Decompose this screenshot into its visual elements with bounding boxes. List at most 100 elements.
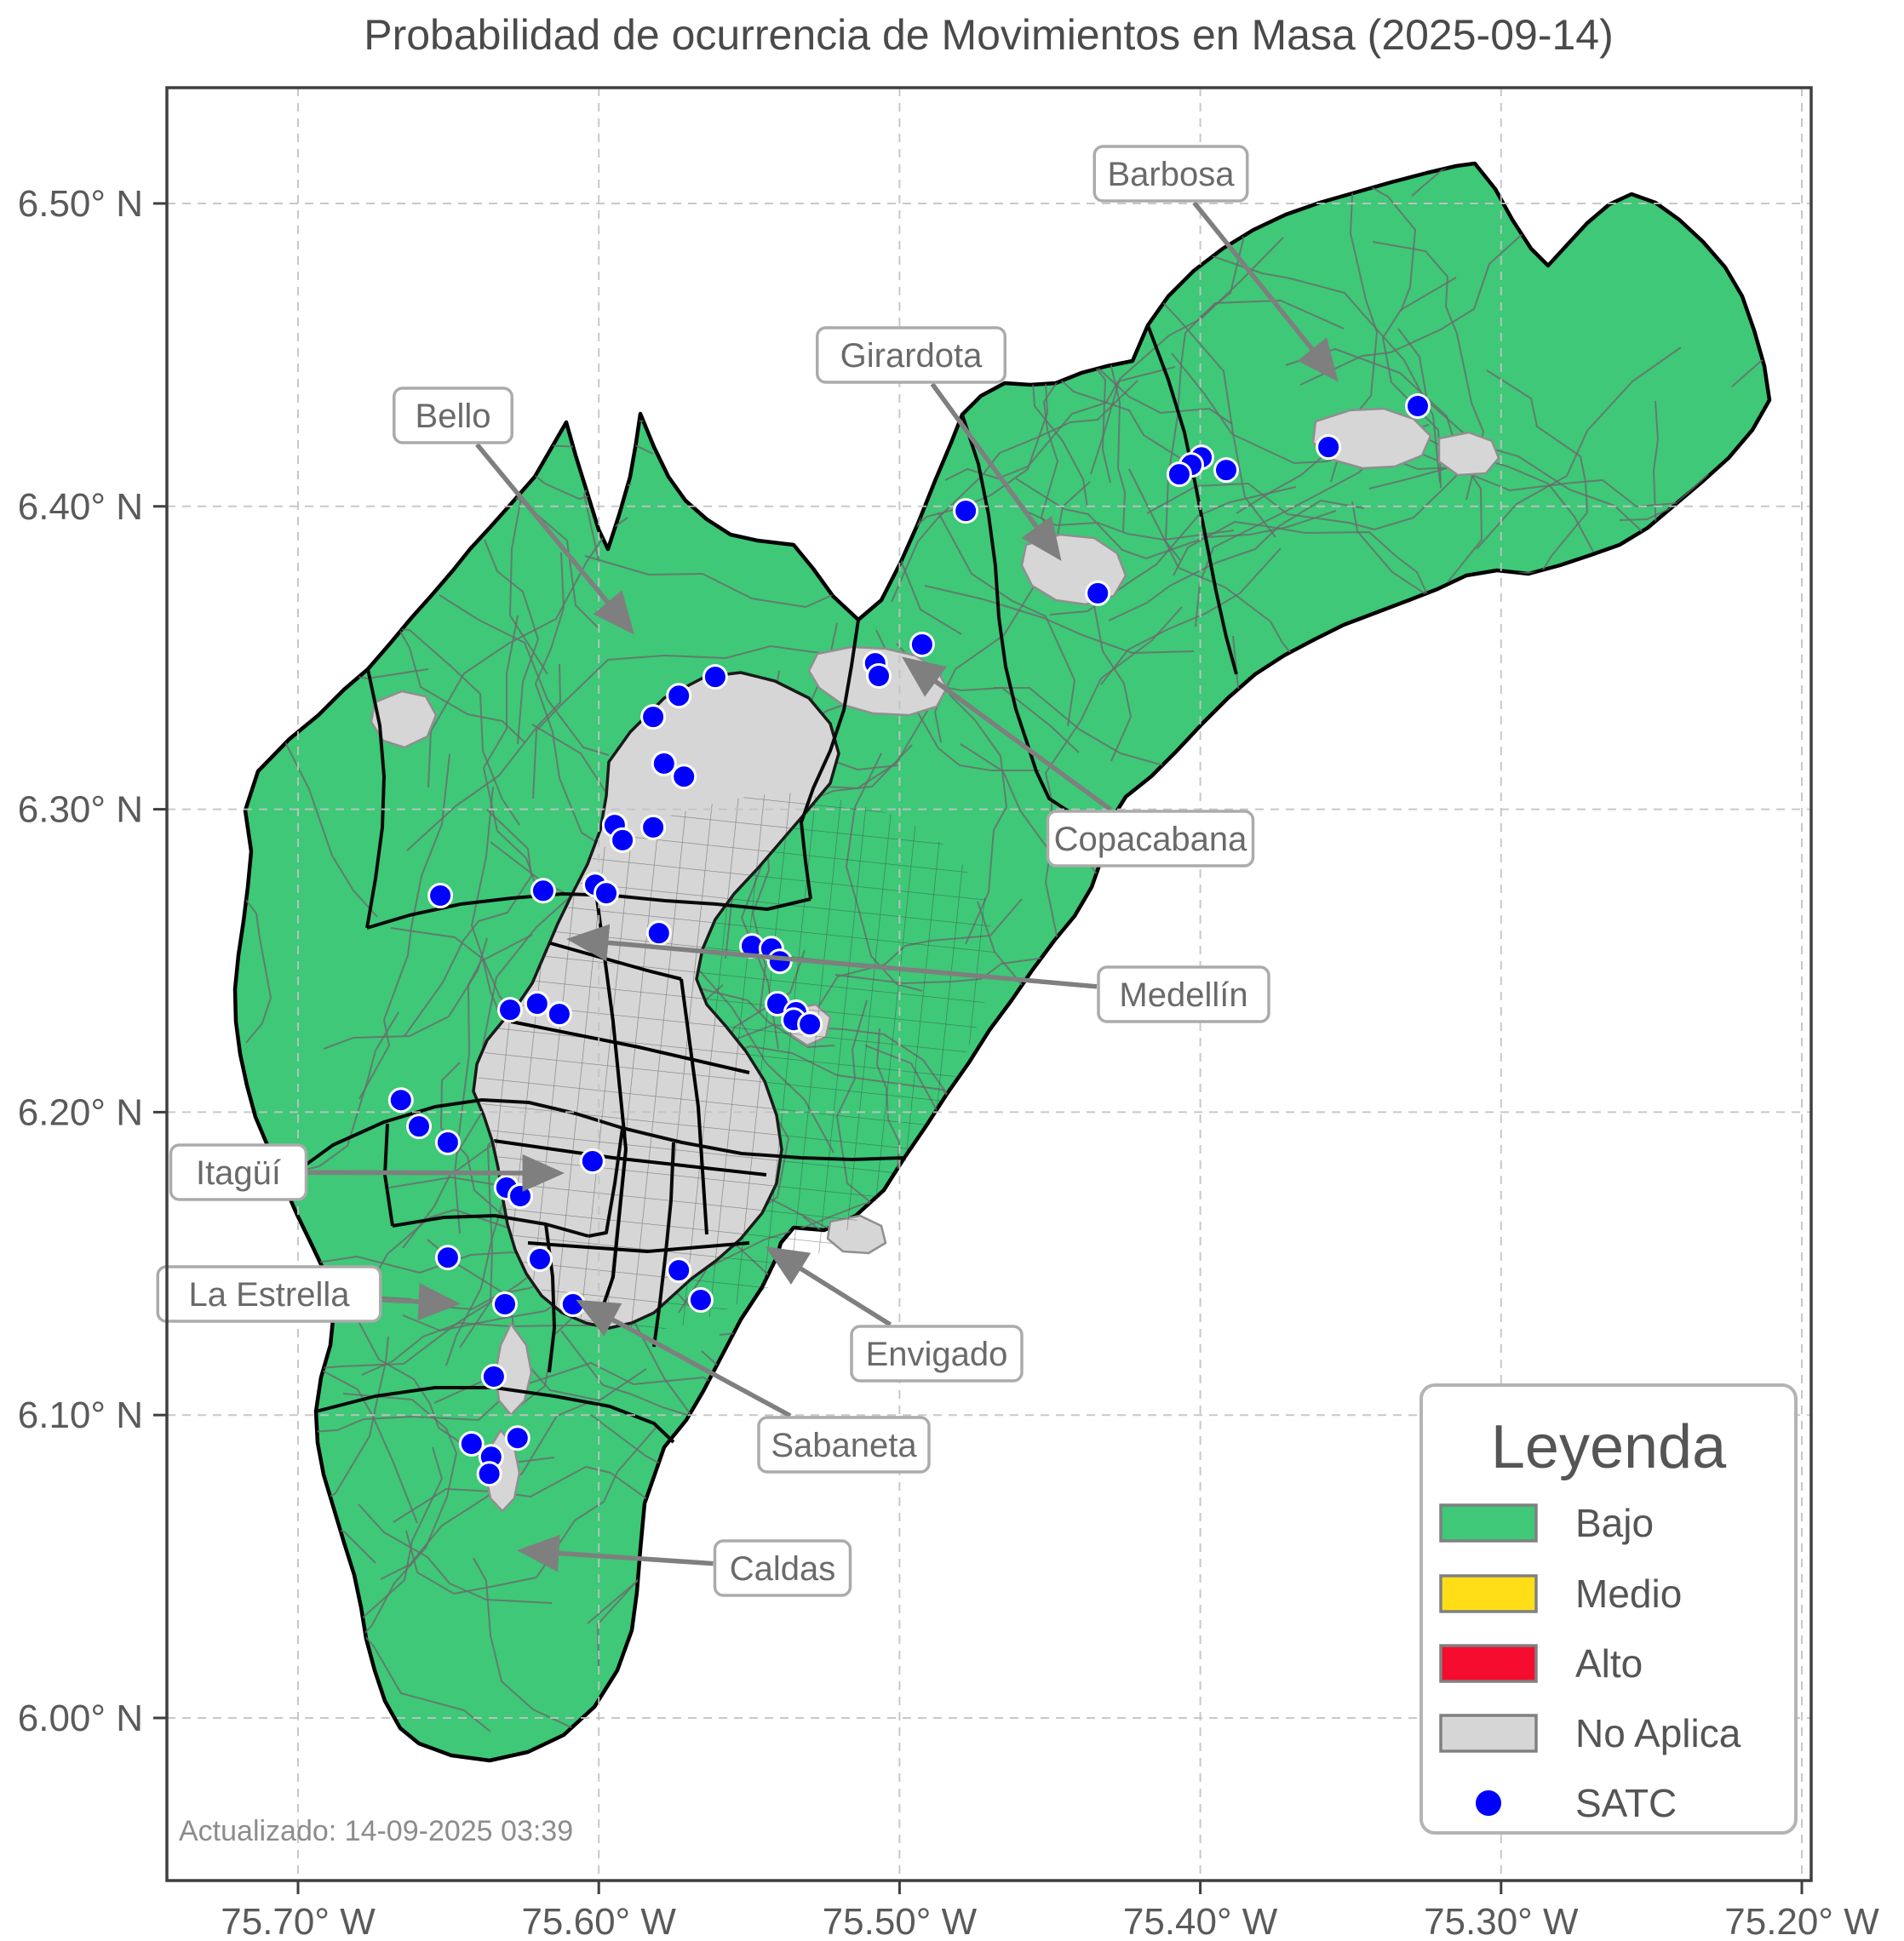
y-tick-label: 6.00° N — [18, 1698, 143, 1739]
vereda-line — [235, 446, 444, 520]
legend-item-bajo: Bajo — [1439, 1501, 1654, 1545]
y-tick-label: 6.50° N — [18, 183, 143, 225]
vereda-line — [1081, 1477, 1305, 1543]
vereda-line — [1497, 621, 1647, 833]
annotation-label: Girardota — [840, 337, 983, 375]
vereda-line — [235, 570, 394, 664]
vereda-line — [1299, 216, 1542, 386]
legend-item-satc: SATC — [1476, 1781, 1677, 1825]
y-tick-label: 6.10° N — [18, 1394, 143, 1436]
annotation-copacabana: Copacabana — [902, 656, 1255, 867]
comuna-boundary — [594, 891, 628, 1327]
satc-station-dot — [866, 663, 892, 689]
urban-area-no-aplica — [370, 690, 438, 749]
satc-station-dot — [953, 498, 979, 524]
y-tick-label: 6.20° N — [18, 1091, 143, 1133]
vereda-line — [1628, 777, 1760, 935]
municipal-boundary — [588, 1127, 624, 1238]
satc-station-dot — [497, 997, 523, 1023]
annotation-box — [1093, 145, 1249, 203]
satc-station-dot — [645, 920, 672, 947]
satc-station-dot — [387, 1087, 414, 1114]
annotation-arrow — [765, 1246, 892, 1327]
vereda-line — [1463, 735, 1657, 994]
annotation-medellin: Medellín — [566, 924, 1270, 1023]
annotation-label: Itagüí — [196, 1154, 281, 1192]
satc-station-dot — [1085, 580, 1111, 606]
plot-border — [165, 86, 1813, 1882]
vereda-line — [1146, 449, 1482, 530]
annotation-box — [713, 1539, 852, 1597]
satc-station-dot — [1213, 457, 1239, 484]
satc-station-dot — [766, 948, 793, 975]
satc-station-dot — [579, 1148, 605, 1174]
vereda-line — [1614, 766, 1678, 974]
annotation-label: Copacabana — [1054, 821, 1248, 858]
annotation-arrow — [381, 1283, 461, 1320]
annotation-girardota: Girardota — [816, 326, 1062, 561]
annotation-box — [757, 1416, 931, 1474]
vereda-line — [1368, 458, 1594, 553]
vereda-line — [1090, 237, 1284, 475]
legend-item-label: No Aplica — [1575, 1711, 1741, 1755]
legend-item-label: Bajo — [1575, 1501, 1654, 1545]
x-tick-label: 75.30° W — [1424, 1901, 1579, 1941]
vereda-line — [976, 163, 1028, 295]
satc-station-dot — [406, 1114, 432, 1140]
annotation-label: Sabaneta — [771, 1427, 917, 1464]
vereda-line — [938, 512, 1075, 727]
legend-title: Leyenda — [1491, 1413, 1727, 1481]
x-tick-label: 75.60° W — [521, 1901, 676, 1941]
satc-station-dot — [530, 878, 556, 904]
vereda-line — [358, 753, 450, 1100]
annotation-label: Envigado — [866, 1336, 1008, 1373]
vereda-line — [388, 163, 583, 429]
vereda-line — [404, 809, 532, 1037]
legend-item-alto: Alto — [1439, 1641, 1643, 1686]
legend-item-label: Alto — [1575, 1641, 1643, 1686]
satc-station-dot — [434, 1130, 461, 1155]
annotation-box — [1046, 810, 1255, 867]
vereda-line — [644, 1472, 875, 1530]
vereda-line — [1056, 1362, 1231, 1505]
chart-title: Probabilidad de ocurrencia de Movimiento… — [364, 11, 1613, 59]
annotation-envigado: Envigado — [765, 1246, 1024, 1383]
municipal-boundary — [961, 414, 1073, 815]
comuna-boundary — [527, 1241, 750, 1254]
comuna-boundary — [680, 978, 708, 1235]
vereda-line — [1100, 547, 1282, 685]
vereda-line — [393, 1466, 698, 1537]
satc-station-dot — [492, 1291, 518, 1317]
vereda-line — [1476, 346, 1682, 550]
annotation-arrow — [517, 1534, 714, 1572]
legend-swatch — [1439, 1644, 1538, 1683]
satc-station-dot — [702, 664, 728, 690]
satc-station-dot — [559, 1291, 586, 1317]
satc-station-dot — [797, 1011, 823, 1038]
vereda-line — [1053, 1649, 1204, 1761]
annotation-label: Barbosa — [1108, 156, 1236, 193]
satc-station-dot — [1405, 393, 1431, 419]
vereda-line — [535, 552, 634, 866]
municipal-boundary — [800, 619, 860, 900]
satc-station-dot — [476, 1461, 502, 1487]
vereda-line — [483, 615, 536, 885]
annotation-caldas: Caldas — [517, 1534, 852, 1597]
annotation-arrow — [576, 1299, 792, 1418]
satc-station-dot — [527, 1246, 553, 1272]
annotation-bello: Bello — [393, 386, 635, 635]
satc-station-dot — [666, 1257, 692, 1284]
satc-station-dot — [508, 1183, 533, 1209]
legend-item-medio: Medio — [1439, 1572, 1682, 1616]
annotations-layer: Barbosa Girardota Bello Copacabana Medellín I… — [156, 145, 1339, 1597]
vereda-line — [340, 1393, 457, 1660]
x-tick-label: 75.50° W — [823, 1901, 978, 1941]
legend-items: Bajo Medio Alto No Aplica SATC — [1439, 1501, 1741, 1825]
vereda-line — [1486, 369, 1588, 589]
vereda-line — [1756, 659, 1769, 849]
annotation-itagui: Itagüí — [169, 1143, 565, 1201]
annotation-label: La Estrella — [189, 1276, 351, 1314]
vereda-line — [644, 1676, 732, 1761]
x-tick-label: 75.20° W — [1724, 1901, 1879, 1941]
axes-layer: 75.70° W 75.60° W 75.50° W 75.40° W 75.30° W… — [18, 86, 1879, 1941]
